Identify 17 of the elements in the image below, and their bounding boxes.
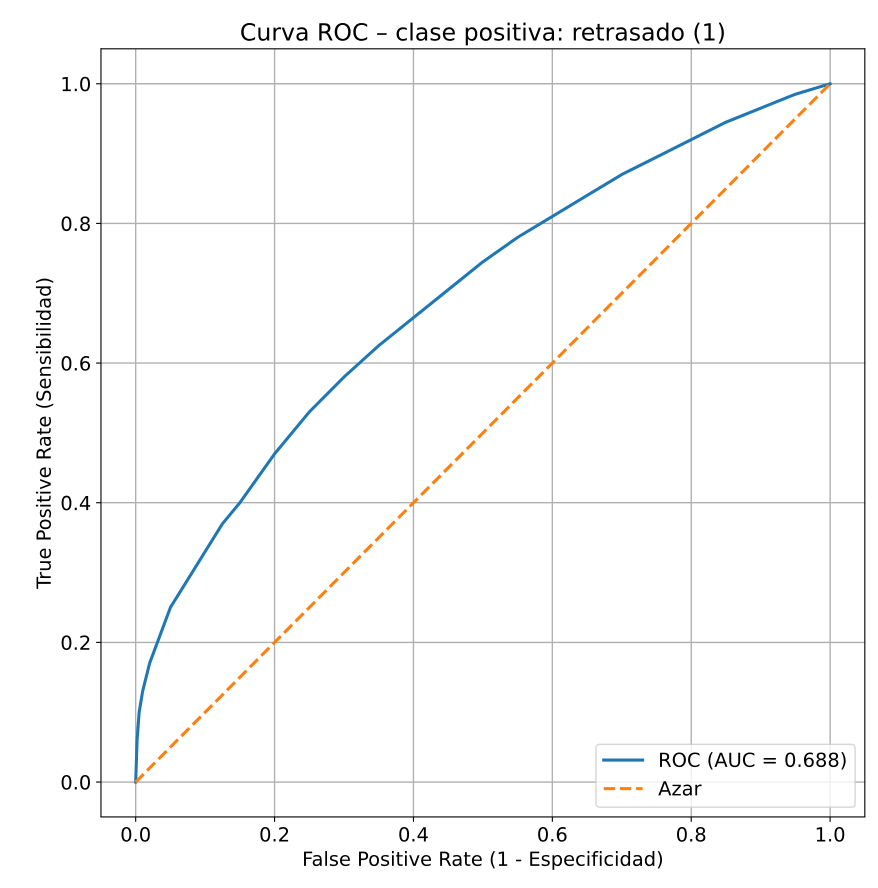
y-tick-label: 0.4 <box>62 496 90 510</box>
x-tick-label: 1.0 <box>816 827 844 842</box>
y-tick-label: 0.6 <box>62 356 90 371</box>
y-tick-label: 0.0 <box>62 775 90 790</box>
y-axis-title: True Positive Rate (Sensibilidad) <box>36 278 54 589</box>
legend-label: ROC (AUC = 0.688) <box>660 752 846 770</box>
legend-label: Azar <box>658 781 702 796</box>
x-axis-title: False Positive Rate (1 - Especificidad) <box>304 851 662 870</box>
y-tick-label: 1.0 <box>62 76 90 92</box>
x-tick-label: 0.2 <box>260 827 288 842</box>
chart-title: Curva ROC – clase positiva: retrasado (1) <box>241 22 724 46</box>
x-tick-label: 0.4 <box>399 827 428 842</box>
x-tick-label: 0.0 <box>122 827 150 842</box>
x-tick-label: 0.8 <box>677 827 706 842</box>
y-tick-label: 0.8 <box>62 216 90 232</box>
y-tick-label: 0.2 <box>62 635 90 650</box>
x-tick-label: 0.6 <box>538 827 567 842</box>
